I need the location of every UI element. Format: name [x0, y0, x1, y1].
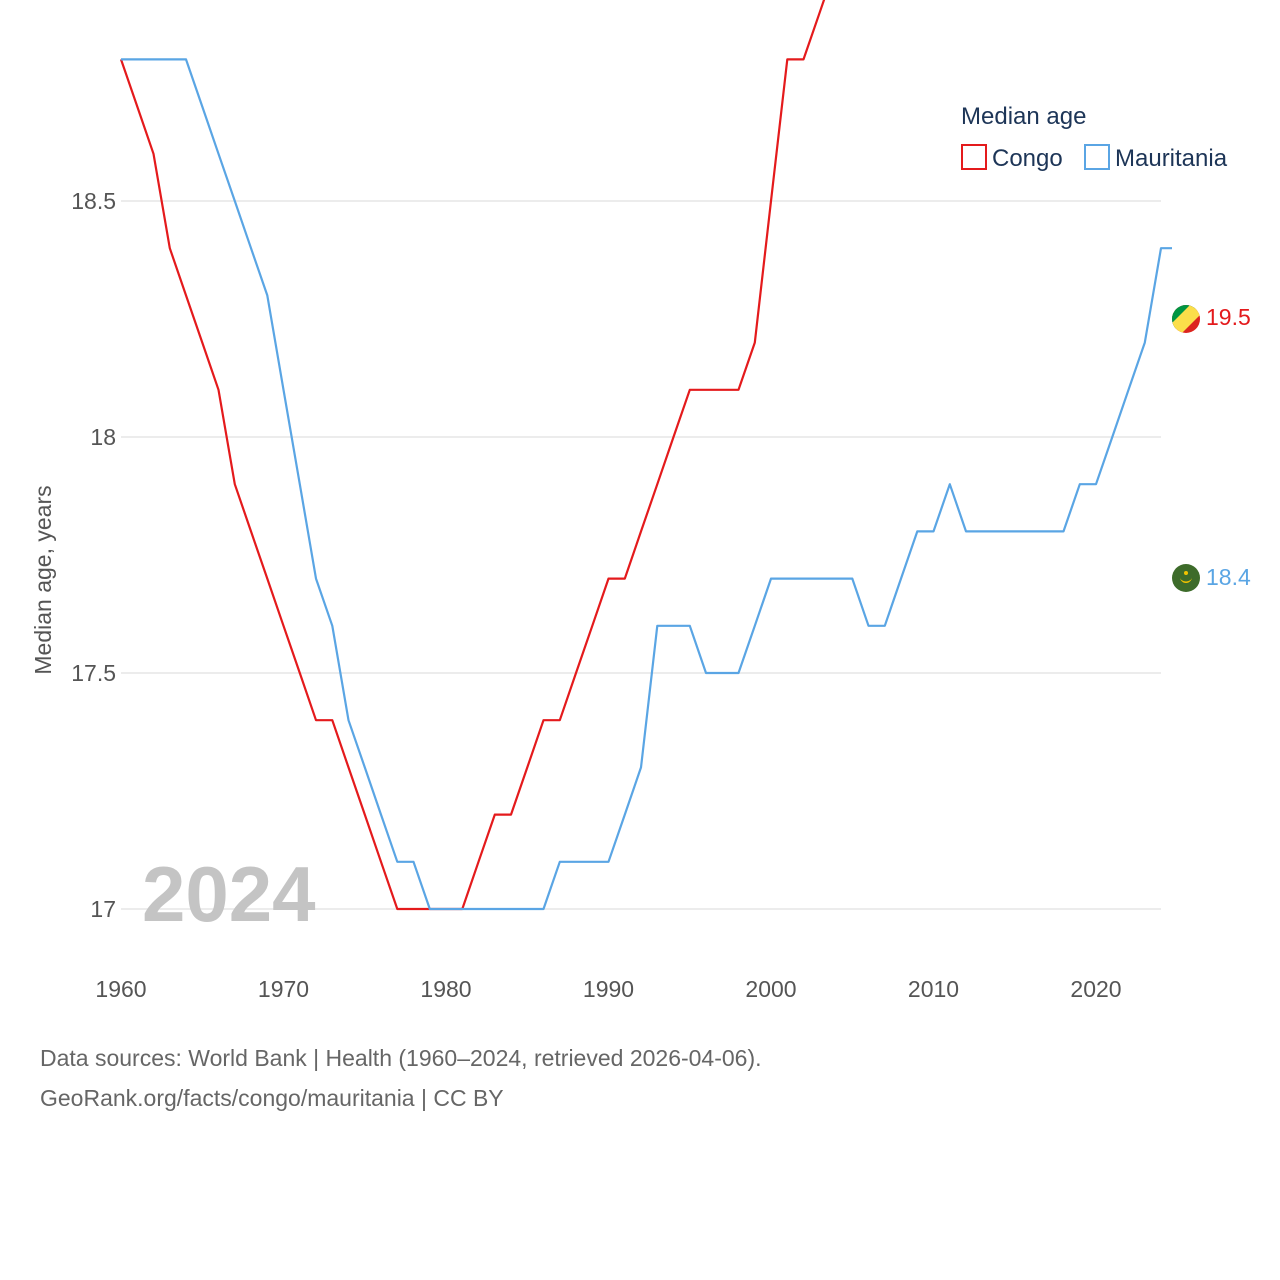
legend-label-mauritania[interactable]: Mauritania	[1115, 145, 1228, 172]
x-tick-label: 1990	[583, 976, 634, 1002]
series-line-congo[interactable]	[119, 0, 1172, 911]
series-line-mauritania[interactable]	[121, 58, 1172, 911]
mauritania-flag-icon	[1172, 564, 1200, 592]
congo-flag-icon	[1172, 305, 1200, 333]
legend-label-congo[interactable]: Congo	[992, 145, 1063, 172]
legend-swatch-mauritania[interactable]	[1084, 144, 1110, 170]
source-line-2[interactable]: GeoRank.org/facts/congo/mauritania | CC …	[40, 1085, 504, 1111]
x-tick-label: 2000	[745, 976, 796, 1002]
legend-swatch-congo[interactable]	[961, 144, 987, 170]
current-year-label: 2024	[142, 850, 316, 938]
x-tick-label: 2020	[1070, 976, 1121, 1002]
congo-end-value: 19.5	[1206, 304, 1251, 330]
legend: Median age Congo Mauritania	[961, 103, 1228, 172]
x-axis-ticks: 1960 1970 1980 1990 2000 2010 2020	[95, 976, 1121, 1002]
x-tick-label: 2010	[908, 976, 959, 1002]
y-tick-label: 17.5	[71, 660, 116, 686]
y-tick-label: 17	[90, 896, 116, 922]
x-tick-label: 1980	[420, 976, 471, 1002]
legend-title: Median age	[961, 103, 1086, 130]
mauritania-end-value: 18.4	[1206, 564, 1251, 590]
series-lines	[119, 0, 1172, 911]
y-tick-label: 18	[90, 424, 116, 450]
x-tick-label: 1960	[95, 976, 146, 1002]
x-tick-label: 1970	[258, 976, 309, 1002]
series-end-markers: 19.5 18.4	[1172, 304, 1251, 592]
grid-lines	[121, 200, 1161, 910]
y-axis-label: Median age, years	[30, 485, 56, 674]
source-line-1: Data sources: World Bank | Health (1960–…	[40, 1045, 762, 1071]
y-tick-label: 18.5	[71, 188, 116, 214]
